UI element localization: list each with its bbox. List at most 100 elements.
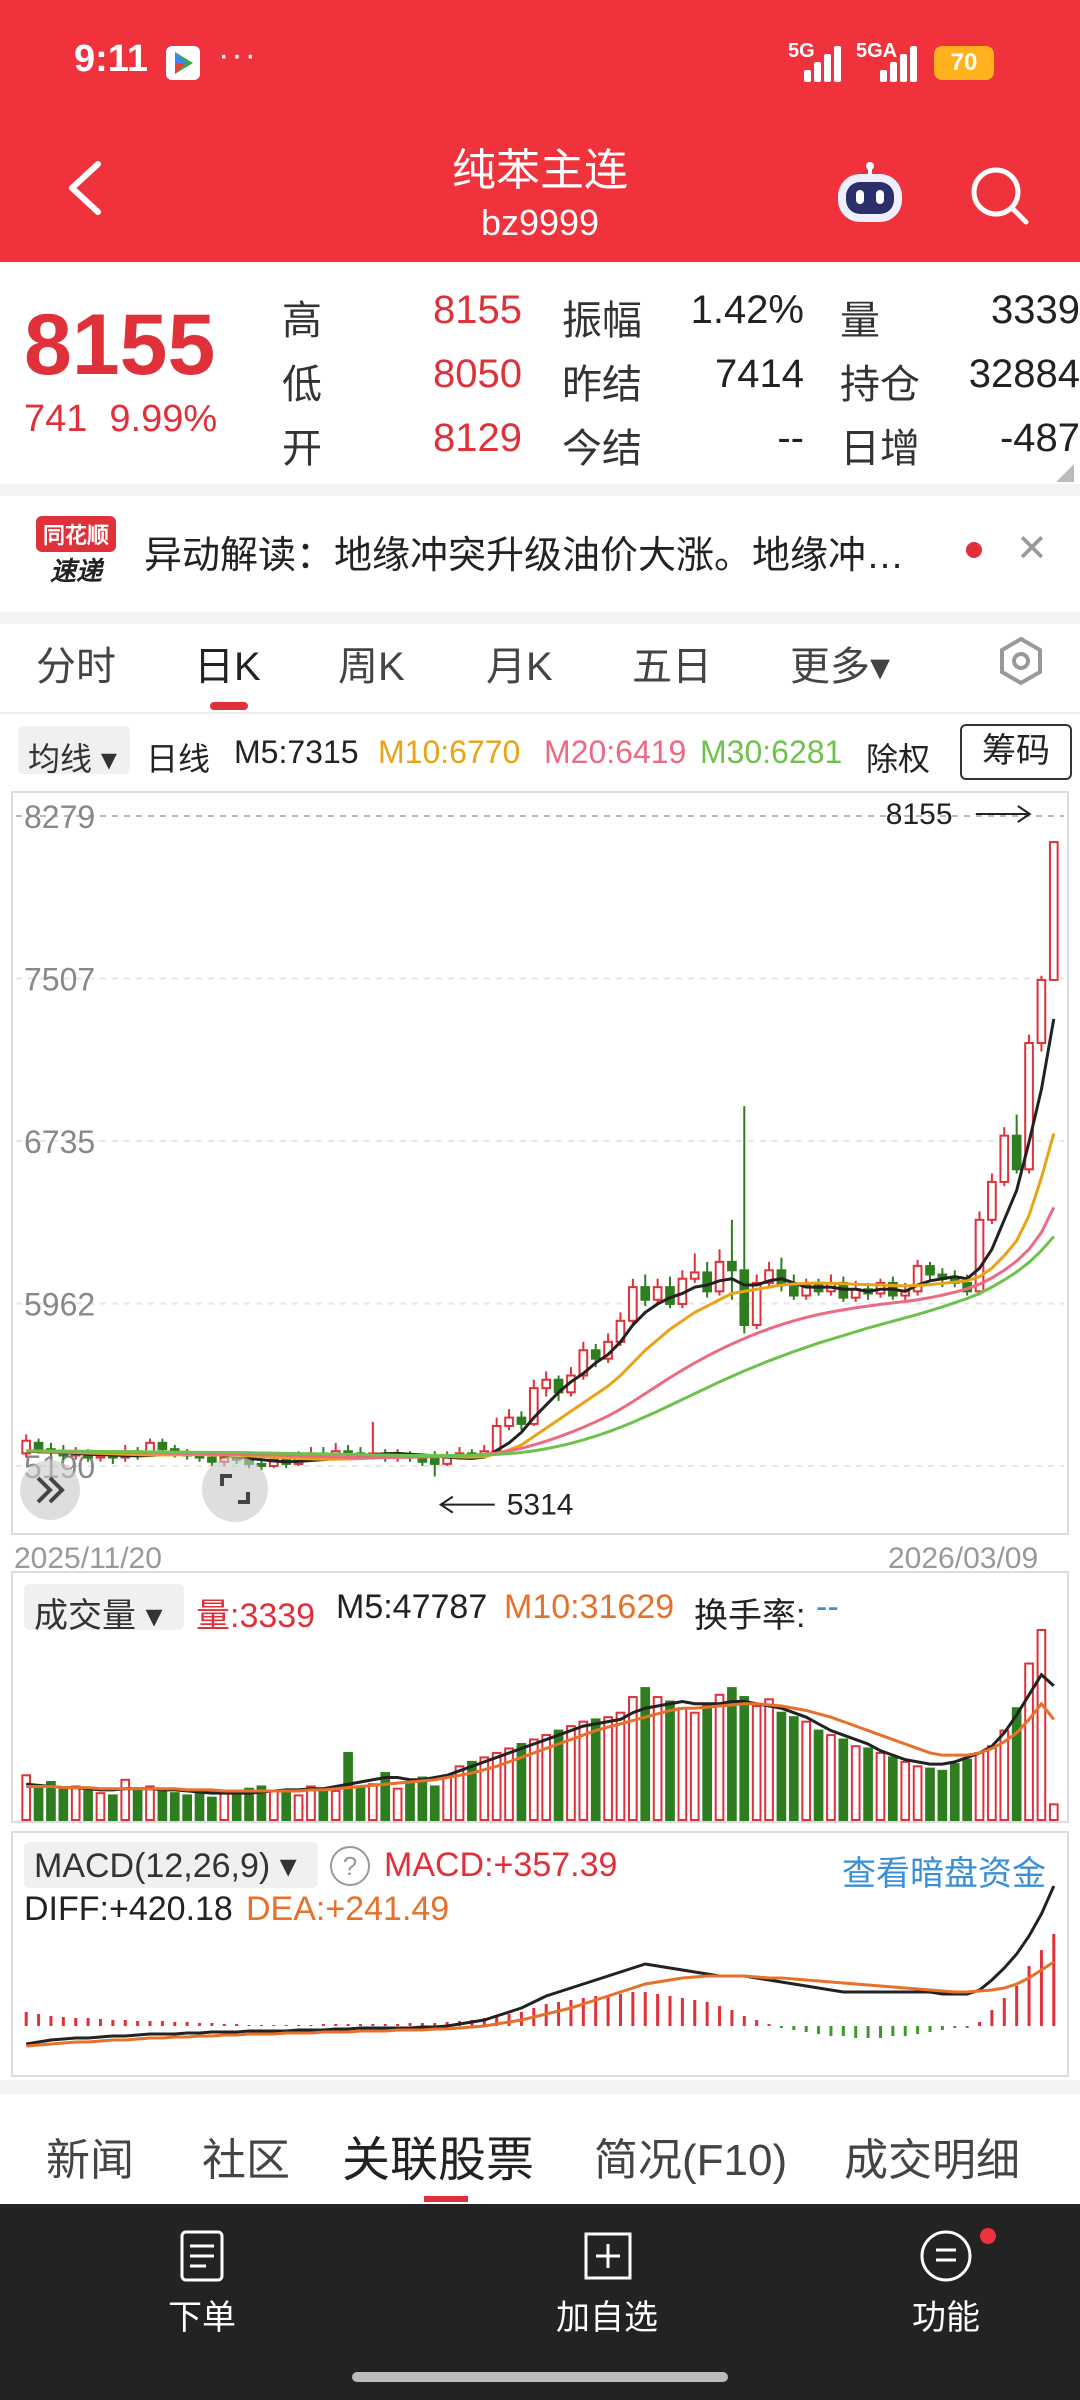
expand-left-icon[interactable] <box>20 1460 80 1520</box>
quote-label-low: 低 <box>282 363 322 407</box>
volume-bar <box>764 1698 774 1821</box>
volume-bar <box>244 1787 254 1822</box>
macd-chart[interactable] <box>0 1830 1080 2078</box>
quote-label-amplitude: 振幅 <box>562 299 642 343</box>
volume-bar <box>108 1794 118 1821</box>
candle-body <box>157 1441 168 1451</box>
volume-bar <box>1024 1662 1034 1821</box>
volume-bar <box>306 1785 316 1821</box>
candle-body <box>590 1349 601 1360</box>
fullscreen-icon[interactable] <box>202 1456 268 1522</box>
volume-bar <box>590 1718 601 1821</box>
tab-five-day[interactable]: 五日 <box>632 645 712 689</box>
candle-body <box>1011 1134 1022 1171</box>
volume-bar <box>380 1772 391 1821</box>
adjust-toggle[interactable]: 除权 <box>866 741 931 777</box>
volume-bar <box>962 1758 972 1822</box>
volume-bar <box>838 1738 849 1822</box>
volume-bar <box>120 1778 131 1822</box>
quote-label-daily-change: 日增 <box>840 427 920 471</box>
back-icon[interactable] <box>62 160 108 215</box>
tab-related-stocks[interactable]: 关联股票 <box>342 2134 535 2187</box>
volume-bar <box>875 1751 886 1821</box>
help-icon[interactable]: ? <box>330 1846 370 1886</box>
volume-bar <box>628 1696 638 1821</box>
candle-body <box>925 1265 935 1276</box>
macd-value: MACD:+357.39 <box>384 1846 618 1884</box>
settings-icon[interactable] <box>996 636 1046 686</box>
divider <box>0 484 1080 496</box>
volume-bar <box>256 1785 267 1821</box>
expand-corner-icon[interactable] <box>1056 464 1074 487</box>
volume-bar <box>330 1789 341 1821</box>
tab-news[interactable]: 新闻 <box>46 2136 134 2185</box>
volume-bar <box>689 1711 700 1822</box>
chip-distribution-button[interactable]: 筹码 <box>960 724 1072 780</box>
turnover-value: -- <box>816 1588 839 1626</box>
candle-body <box>751 1281 762 1327</box>
volume-bar <box>566 1725 576 1821</box>
search-icon[interactable] <box>968 164 1032 228</box>
add-watch-icon[interactable] <box>578 2226 638 2286</box>
volume-chart[interactable] <box>0 1570 1080 1824</box>
volume-bar <box>863 1747 873 1821</box>
chart-border <box>11 791 1069 1535</box>
volume-bar <box>813 1729 824 1822</box>
news-logo-top: 同花顺 <box>43 523 109 548</box>
volume-bar <box>21 1774 32 1821</box>
dark-pool-link[interactable]: 查看暗盘资金 <box>842 1855 1046 1893</box>
macd-selector[interactable] <box>24 1842 318 1888</box>
volume-bar <box>293 1794 304 1821</box>
volume-bar <box>145 1785 155 1821</box>
volume-selector[interactable] <box>24 1584 184 1630</box>
price-change: 741 9.99% <box>24 398 217 441</box>
status-time: 9:11 <box>74 38 148 80</box>
tab-monthly-k[interactable]: 月K <box>486 645 553 689</box>
tab-more[interactable]: 更多▾ <box>790 645 891 689</box>
tab-weekly-k[interactable]: 周K <box>338 645 405 689</box>
volume-bar <box>392 1787 403 1822</box>
volume-bar <box>987 1745 997 1821</box>
ai-assistant-icon[interactable] <box>834 162 906 226</box>
volume-bar <box>714 1693 725 1821</box>
candle-body <box>640 1286 651 1301</box>
tab-intraday[interactable]: 分时 <box>36 645 116 689</box>
quote-value-volume: 3339 <box>991 288 1080 332</box>
news-logo-bottom: 速递 <box>50 556 105 586</box>
quote-label-high: 高 <box>282 299 322 343</box>
volume-bar <box>541 1734 552 1821</box>
volume-selector-label[interactable]: 成交量 ▾ <box>34 1597 163 1635</box>
nav-function-label[interactable]: 功能 <box>912 2299 980 2337</box>
nav-order-label[interactable]: 下单 <box>168 2299 236 2337</box>
tab-trade-detail[interactable]: 成交明细 <box>844 2136 1020 2185</box>
macd-dea-line <box>26 1960 1055 2048</box>
ma-selector[interactable] <box>18 726 130 774</box>
tab-community[interactable]: 社区 <box>202 2136 290 2185</box>
tab-daily-k[interactable]: 日K <box>194 645 261 689</box>
order-icon[interactable] <box>172 2226 232 2286</box>
news-headline[interactable]: 异动解读：地缘冲突升级油价大涨。地缘冲… <box>144 535 905 577</box>
volume-bar <box>1011 1707 1022 1821</box>
volume-bar <box>429 1785 440 1821</box>
quote-value-today-settle: -- <box>777 416 804 460</box>
menu-icon[interactable] <box>916 2226 976 2286</box>
volume-bar <box>528 1738 539 1822</box>
ma-selector-label[interactable]: 均线 ▾ <box>28 741 117 777</box>
chart-border <box>11 1831 1069 2077</box>
volume-bar <box>937 1769 948 1822</box>
volume-bar <box>318 1787 329 1822</box>
high-marker-arrowhead <box>1017 805 1032 823</box>
tab-overview[interactable]: 简况(F10) <box>594 2136 788 2185</box>
quote-label-open: 开 <box>282 427 322 471</box>
tab-active-indicator <box>424 2196 468 2202</box>
macd-selector-label[interactable]: MACD(12,26,9) ▾ <box>34 1847 297 1885</box>
contract-code: bz9999 <box>480 202 600 243</box>
play-store-icon <box>166 46 200 80</box>
volume-bar <box>405 1781 415 1821</box>
unread-dot <box>966 542 982 558</box>
close-icon[interactable]: ✕ <box>1016 528 1048 570</box>
signal-bars-icon-2 <box>880 40 920 82</box>
home-indicator[interactable] <box>352 2372 728 2382</box>
nav-add-watch-label[interactable]: 加自选 <box>556 2299 658 2337</box>
